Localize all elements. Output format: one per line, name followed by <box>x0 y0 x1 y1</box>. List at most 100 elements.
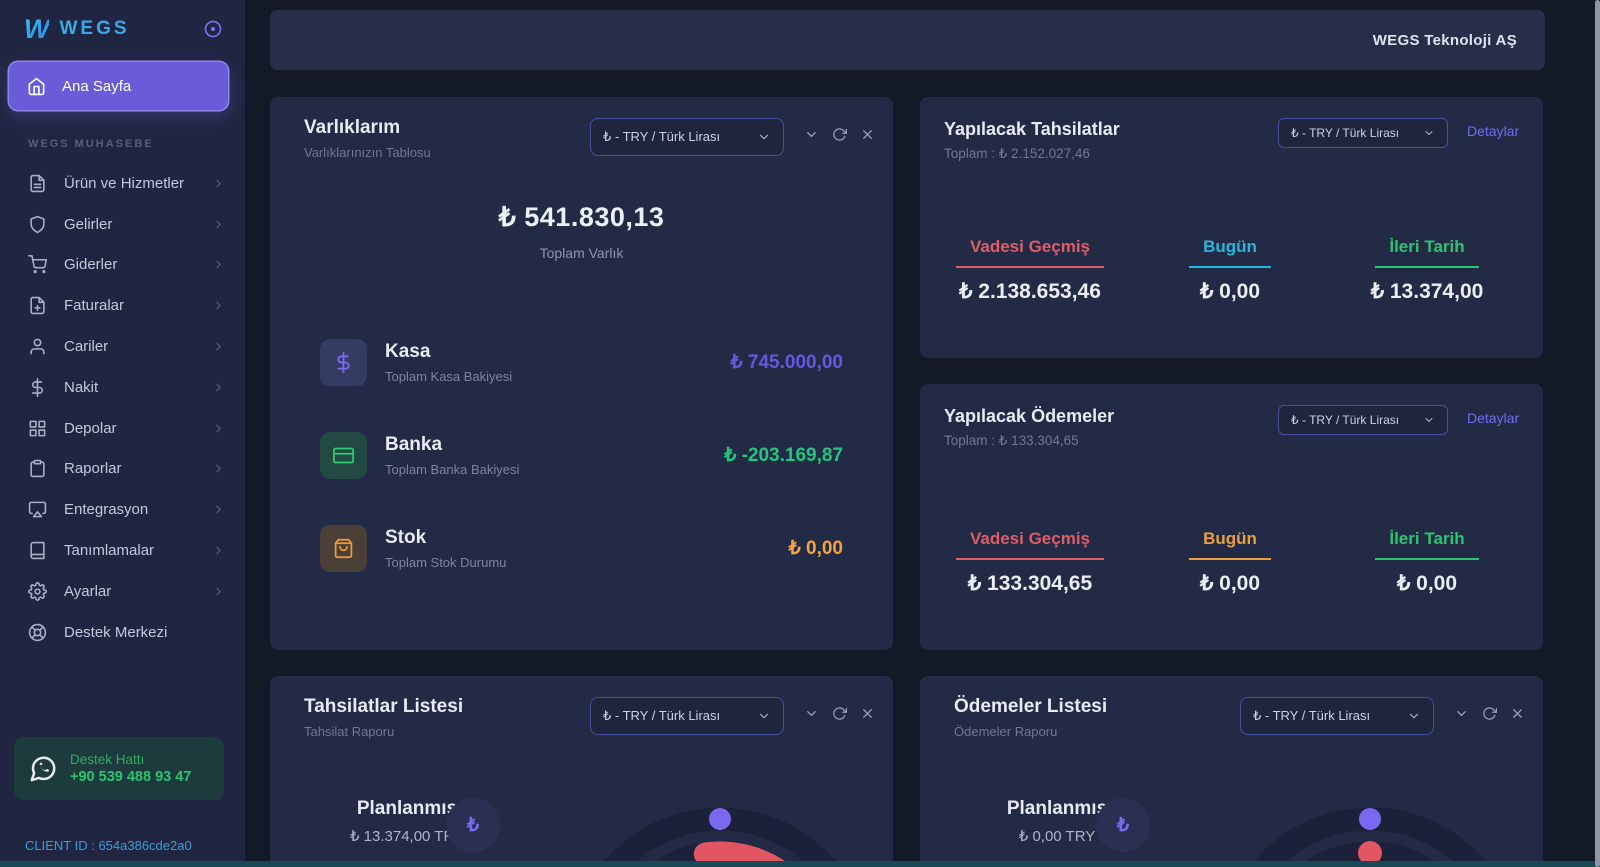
asset-name: Stok <box>385 526 427 548</box>
due-column-future: İleri Tarih ₺ 0,00 <box>1332 529 1522 596</box>
radial-chart <box>1249 807 1491 867</box>
payments-card-title: Yapılacak Ödemeler <box>944 406 1115 426</box>
sidebar-item-ana-sayfa[interactable]: Ana Sayfa <box>9 62 228 110</box>
close-icon[interactable] <box>860 127 875 142</box>
chevron-down-icon <box>1409 713 1419 719</box>
sidebar-item-nakit[interactable]: Nakit <box>0 367 245 408</box>
refresh-icon[interactable] <box>832 706 847 721</box>
due-column-value: ₺ 2.138.653,46 <box>959 280 1101 303</box>
dollar-icon <box>320 338 367 386</box>
chevron-down-icon <box>1425 418 1433 422</box>
vertical-scrollbar[interactable] <box>1595 0 1600 867</box>
chevron-right-icon <box>216 546 221 555</box>
asset-row-banka[interactable]: Banka Toplam Banka Bakiyesi ₺ -203.169,8… <box>320 430 843 480</box>
asset-value: ₺ 745.000,00 <box>730 351 843 373</box>
topbar: WEGS Teknoloji AŞ <box>270 10 1545 70</box>
planned-label: Planlanmış <box>356 798 458 819</box>
dollar-icon <box>31 377 43 397</box>
sidebar-item-depolar[interactable]: Depolar <box>0 408 245 449</box>
collapse-card-icon[interactable] <box>804 127 819 142</box>
currency-select[interactable]: ₺ - TRY / Türk Lirası <box>590 697 784 735</box>
details-link[interactable]: Detaylar <box>1467 123 1520 139</box>
file-plus-icon <box>30 297 45 315</box>
chevron-right-icon <box>216 261 221 269</box>
assets-card-title: Varlıklarım <box>304 117 401 138</box>
payments-list-subtitle: Ödemeler Raporu <box>954 724 1058 739</box>
collapse-card-icon[interactable] <box>804 706 819 721</box>
due-column-today: Bugün ₺ 0,00 <box>1135 237 1325 304</box>
currency-select[interactable]: ₺ - TRY / Türk Lirası <box>590 118 784 156</box>
sidebar-nav: Ürün ve Hizmetler Gelirler Giderler Fatu… <box>0 163 245 653</box>
asset-row-stok[interactable]: Stok Toplam Stok Durumu ₺ 0,00 <box>320 523 843 573</box>
due-column-label: Bugün <box>1189 529 1271 560</box>
due-column-value: ₺ 0,00 <box>1396 572 1458 595</box>
shopping-bag-icon <box>320 524 367 572</box>
currency-select-value: ₺ - TRY / Türk Lirası <box>1291 126 1400 140</box>
sidebar-item-urun-ve-hizmetler[interactable]: Ürün ve Hizmetler <box>0 163 245 204</box>
due-column-overdue: Vadesi Geçmiş ₺ 2.138.653,46 <box>935 237 1125 304</box>
refresh-icon[interactable] <box>1482 706 1497 721</box>
brand-name: WEGS <box>59 18 130 39</box>
currency-select[interactable]: ₺ - TRY / Türk Lirası <box>1278 405 1448 435</box>
sidebar-item-label: Depolar <box>64 419 117 437</box>
refresh-icon[interactable] <box>832 127 847 142</box>
life-buoy-icon <box>28 623 47 641</box>
file-text-icon <box>30 174 45 193</box>
radial-chart <box>599 807 841 867</box>
due-column-label: Vadesi Geçmiş <box>955 529 1105 560</box>
due-column-future: İleri Tarih ₺ 13.374,00 <box>1332 237 1522 304</box>
sidebar: W WEGS Ana Sayfa WEGS MUHASEBE Ürün ve H… <box>0 0 245 867</box>
sidebar-item-label: Entegrasyon <box>64 501 149 519</box>
close-icon[interactable] <box>1510 706 1525 721</box>
sidebar-item-ayarlar[interactable]: Ayarlar <box>0 571 245 612</box>
due-column-label: İleri Tarih <box>1375 237 1479 268</box>
currency-select-value: ₺ - TRY / Türk Lirası <box>603 129 721 144</box>
currency-select[interactable]: ₺ - TRY / Türk Lirası <box>1278 118 1448 148</box>
sidebar-item-label: Faturalar <box>64 297 125 315</box>
receivables-list-subtitle: Tahsilat Raporu <box>304 724 395 739</box>
sidebar-item-entegrasyon[interactable]: Entegrasyon <box>0 489 245 530</box>
sidebar-item-label: Ürün ve Hizmetler <box>64 174 185 192</box>
asset-subtitle: Toplam Stok Durumu <box>385 554 507 570</box>
support-hotline-card[interactable]: Destek Hattı +90 539 488 93 47 <box>14 737 224 800</box>
details-link[interactable]: Detaylar <box>1467 410 1520 426</box>
asset-name: Banka <box>385 433 443 455</box>
logo-row: W WEGS <box>0 0 245 58</box>
sidebar-item-label: Giderler <box>64 256 118 274</box>
assets-card-subtitle: Varlıklarınızın Tablosu <box>304 145 431 160</box>
sidebar-item-label: Destek Merkezi <box>64 623 168 641</box>
due-column-label: İleri Tarih <box>1375 529 1479 560</box>
receivables-list-card: Tahsilatlar Listesi Tahsilat Raporu ₺ - … <box>270 676 893 867</box>
receivables-card-title: Yapılacak Tahsilatlar <box>944 119 1120 139</box>
asset-name: Kasa <box>385 340 431 362</box>
support-title: Destek Hattı <box>70 752 145 767</box>
lira-badge-icon: ₺ <box>446 798 500 852</box>
sidebar-item-tanimlamalar[interactable]: Tanımlamalar <box>0 530 245 571</box>
due-column-label: Vadesi Geçmiş <box>955 237 1105 268</box>
chevron-right-icon <box>216 424 221 432</box>
chevron-right-icon <box>216 342 221 351</box>
collapse-card-icon[interactable] <box>1454 706 1469 721</box>
sidebar-toggle-icon[interactable] <box>203 19 223 39</box>
close-icon[interactable] <box>860 706 875 721</box>
payments-total: Toplam : ₺ 133.304,65 <box>944 433 1079 448</box>
sidebar-item-faturalar[interactable]: Faturalar <box>0 285 245 326</box>
sidebar-item-label: Raporlar <box>64 460 122 478</box>
brand-logo-icon: W <box>24 13 50 44</box>
sidebar-item-cariler[interactable]: Cariler <box>0 326 245 367</box>
payments-card: Yapılacak Ödemeler Toplam : ₺ 133.304,65… <box>920 384 1543 650</box>
asset-row-kasa[interactable]: Kasa Toplam Kasa Bakiyesi ₺ 745.000,00 <box>320 337 843 387</box>
sidebar-item-gelirler[interactable]: Gelirler <box>0 204 245 245</box>
currency-select[interactable]: ₺ - TRY / Türk Lirası <box>1240 697 1434 735</box>
sidebar-item-destek-merkezi[interactable]: Destek Merkezi <box>0 612 245 653</box>
receivables-total: Toplam : ₺ 2.152.027,46 <box>944 146 1090 161</box>
clipboard-icon <box>30 460 45 478</box>
shield-icon <box>30 215 45 233</box>
due-column-overdue: Vadesi Geçmiş ₺ 133.304,65 <box>935 529 1125 596</box>
company-name: WEGS Teknoloji AŞ <box>1372 31 1517 49</box>
asset-value: ₺ 0,00 <box>788 537 843 559</box>
chevron-right-icon <box>216 179 221 188</box>
sidebar-item-raporlar[interactable]: Raporlar <box>0 449 245 490</box>
sidebar-item-giderler[interactable]: Giderler <box>0 245 245 286</box>
